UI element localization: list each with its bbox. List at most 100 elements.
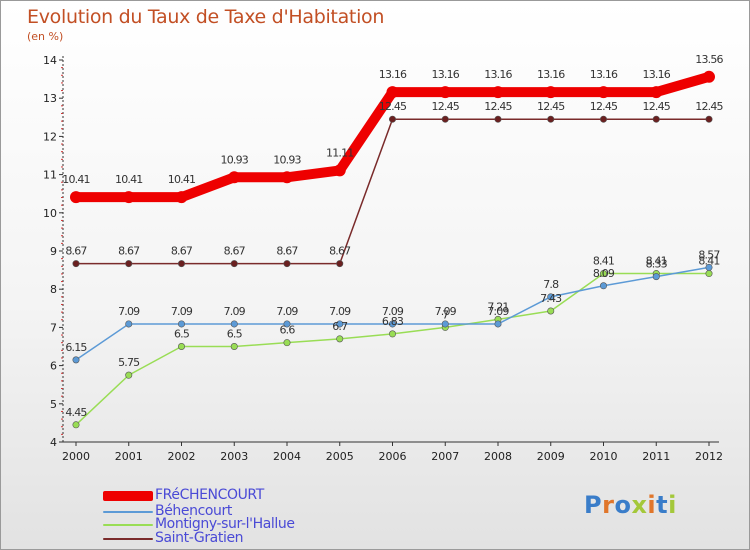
y-tick-label: 5 <box>50 398 57 411</box>
data-label-frechencourt: 13.16 <box>537 68 565 81</box>
y-tick-label: 9 <box>50 245 57 258</box>
data-point-behencourt <box>336 320 344 328</box>
data-label-saint-gratien: 8.67 <box>171 245 193 258</box>
data-label-montigny-sur-l-hallue: 6.6 <box>279 324 295 337</box>
data-point-saint-gratien <box>230 260 238 268</box>
logo-letter: o <box>614 491 632 519</box>
data-label-behencourt: 7.8 <box>543 278 559 291</box>
x-tick-label: 2000 <box>62 450 90 463</box>
data-label-saint-gratien: 8.67 <box>329 245 351 258</box>
x-tick-label: 2007 <box>431 450 459 463</box>
data-label-montigny-sur-l-hallue: 7.21 <box>487 300 508 313</box>
logo-letter: r <box>602 491 615 519</box>
data-label-saint-gratien: 8.67 <box>276 245 298 258</box>
data-label-montigny-sur-l-hallue: 8.41 <box>593 255 614 268</box>
data-point-frechencourt <box>386 86 399 99</box>
data-point-frechencourt <box>333 164 346 177</box>
legend-label-behencourt: Béhencourt <box>155 503 232 519</box>
series-layer <box>70 70 715 429</box>
data-label-behencourt: 8.57 <box>698 248 720 261</box>
y-tick-label: 12 <box>43 130 57 143</box>
data-point-behencourt <box>494 320 502 328</box>
legend-label-montigny: Montigny-sur-l'Hallue <box>155 516 295 532</box>
data-label-montigny-sur-l-hallue: 6.7 <box>332 320 348 333</box>
legend-label-saint-gratien: Saint-Gratien <box>155 530 244 546</box>
logo-letter: i <box>647 491 657 519</box>
data-point-behencourt <box>230 320 238 328</box>
proxiti-logo: Proxiti <box>584 491 677 519</box>
data-label-frechencourt: 10.41 <box>115 173 143 186</box>
logo-letter: P <box>584 491 603 519</box>
x-tick-label: 2002 <box>168 450 196 463</box>
data-point-behencourt <box>652 273 660 281</box>
data-point-behencourt <box>178 320 186 328</box>
data-point-montigny-sur-l-hallue <box>388 330 396 338</box>
x-tick-label: 2006 <box>379 450 407 463</box>
x-tick-label: 2011 <box>642 450 670 463</box>
chart-subtitle: (en %) <box>27 30 64 43</box>
data-label-frechencourt: 13.16 <box>590 68 618 81</box>
y-tick-label: 7 <box>50 321 57 334</box>
data-label-behencourt: 7.09 <box>118 305 140 318</box>
data-label-frechencourt: 11.11 <box>326 146 354 159</box>
y-tick-label: 14 <box>43 54 57 67</box>
data-point-frechencourt <box>281 171 293 184</box>
data-label-frechencourt: 13.16 <box>379 68 407 81</box>
x-tick-label: 2005 <box>326 450 354 463</box>
data-point-montigny-sur-l-hallue <box>336 335 344 343</box>
data-point-montigny-sur-l-hallue <box>230 342 238 350</box>
y-tick-label: 13 <box>43 92 57 105</box>
x-tick-label: 2010 <box>590 450 618 463</box>
chart-axes: 4 5 6 7 8 9 10 11 12 13 14 2000 2001 2002 2003 2004 2005… <box>43 54 723 463</box>
data-label-saint-gratien: 8.67 <box>118 245 140 258</box>
data-point-saint-gratien <box>388 115 396 123</box>
data-point-behencourt <box>388 320 396 328</box>
data-label-behencourt: 7.09 <box>224 305 246 318</box>
data-point-frechencourt <box>597 86 610 99</box>
data-label-frechencourt: 10.93 <box>221 153 249 166</box>
legend-swatch-saint-gratien <box>103 538 153 540</box>
data-point-frechencourt <box>492 86 504 99</box>
data-label-frechencourt: 13.16 <box>643 68 671 81</box>
data-label-saint-gratien: 12.45 <box>432 100 460 113</box>
data-point-frechencourt <box>228 171 241 184</box>
data-label-montigny-sur-l-hallue: 7 <box>442 308 449 321</box>
data-point-saint-gratien <box>283 260 291 268</box>
data-label-montigny-sur-l-hallue: 6.83 <box>382 315 404 328</box>
data-label-behencourt: 7.09 <box>435 305 457 318</box>
y-tick-label: 10 <box>43 207 57 220</box>
data-label-saint-gratien: 8.67 <box>224 245 246 258</box>
data-label-frechencourt: 10.41 <box>62 173 90 186</box>
y-tick-label: 8 <box>50 283 57 296</box>
data-point-frechencourt <box>703 70 715 83</box>
data-label-behencourt: 8.09 <box>593 267 615 280</box>
data-point-montigny-sur-l-hallue <box>599 270 607 278</box>
data-label-montigny-sur-l-hallue: 5.75 <box>118 356 140 369</box>
data-point-behencourt <box>72 356 80 364</box>
data-point-frechencourt <box>439 86 452 99</box>
data-point-behencourt <box>283 320 291 328</box>
legend-swatch-montigny <box>103 524 153 526</box>
data-point-saint-gratien <box>705 115 713 123</box>
x-tick-label: 2004 <box>273 450 301 463</box>
y-tick-label: 4 <box>50 436 57 449</box>
x-tick-label: 2012 <box>695 450 723 463</box>
series-line-montigny-sur-l-hallue <box>75 272 710 426</box>
data-point-behencourt <box>599 282 607 290</box>
data-point-saint-gratien <box>125 260 133 268</box>
x-tick-label: 2003 <box>220 450 248 463</box>
x-tick-label: 2008 <box>484 450 512 463</box>
data-point-behencourt <box>125 320 133 328</box>
legend-label-frechencourt: FRéCHENCOURT <box>155 487 264 503</box>
x-tick-label: 2009 <box>537 450 565 463</box>
data-label-montigny-sur-l-hallue: 4.45 <box>65 406 87 419</box>
data-label-montigny-sur-l-hallue: 6.5 <box>174 328 190 341</box>
data-point-saint-gratien <box>547 115 555 123</box>
data-label-behencourt: 7.09 <box>276 305 298 318</box>
chart-title: Evolution du Taux de Taxe d'Habitation <box>27 6 385 28</box>
data-point-frechencourt <box>175 191 188 204</box>
data-label-behencourt: 6.15 <box>65 341 87 354</box>
x-tick-label: 2001 <box>115 450 143 463</box>
